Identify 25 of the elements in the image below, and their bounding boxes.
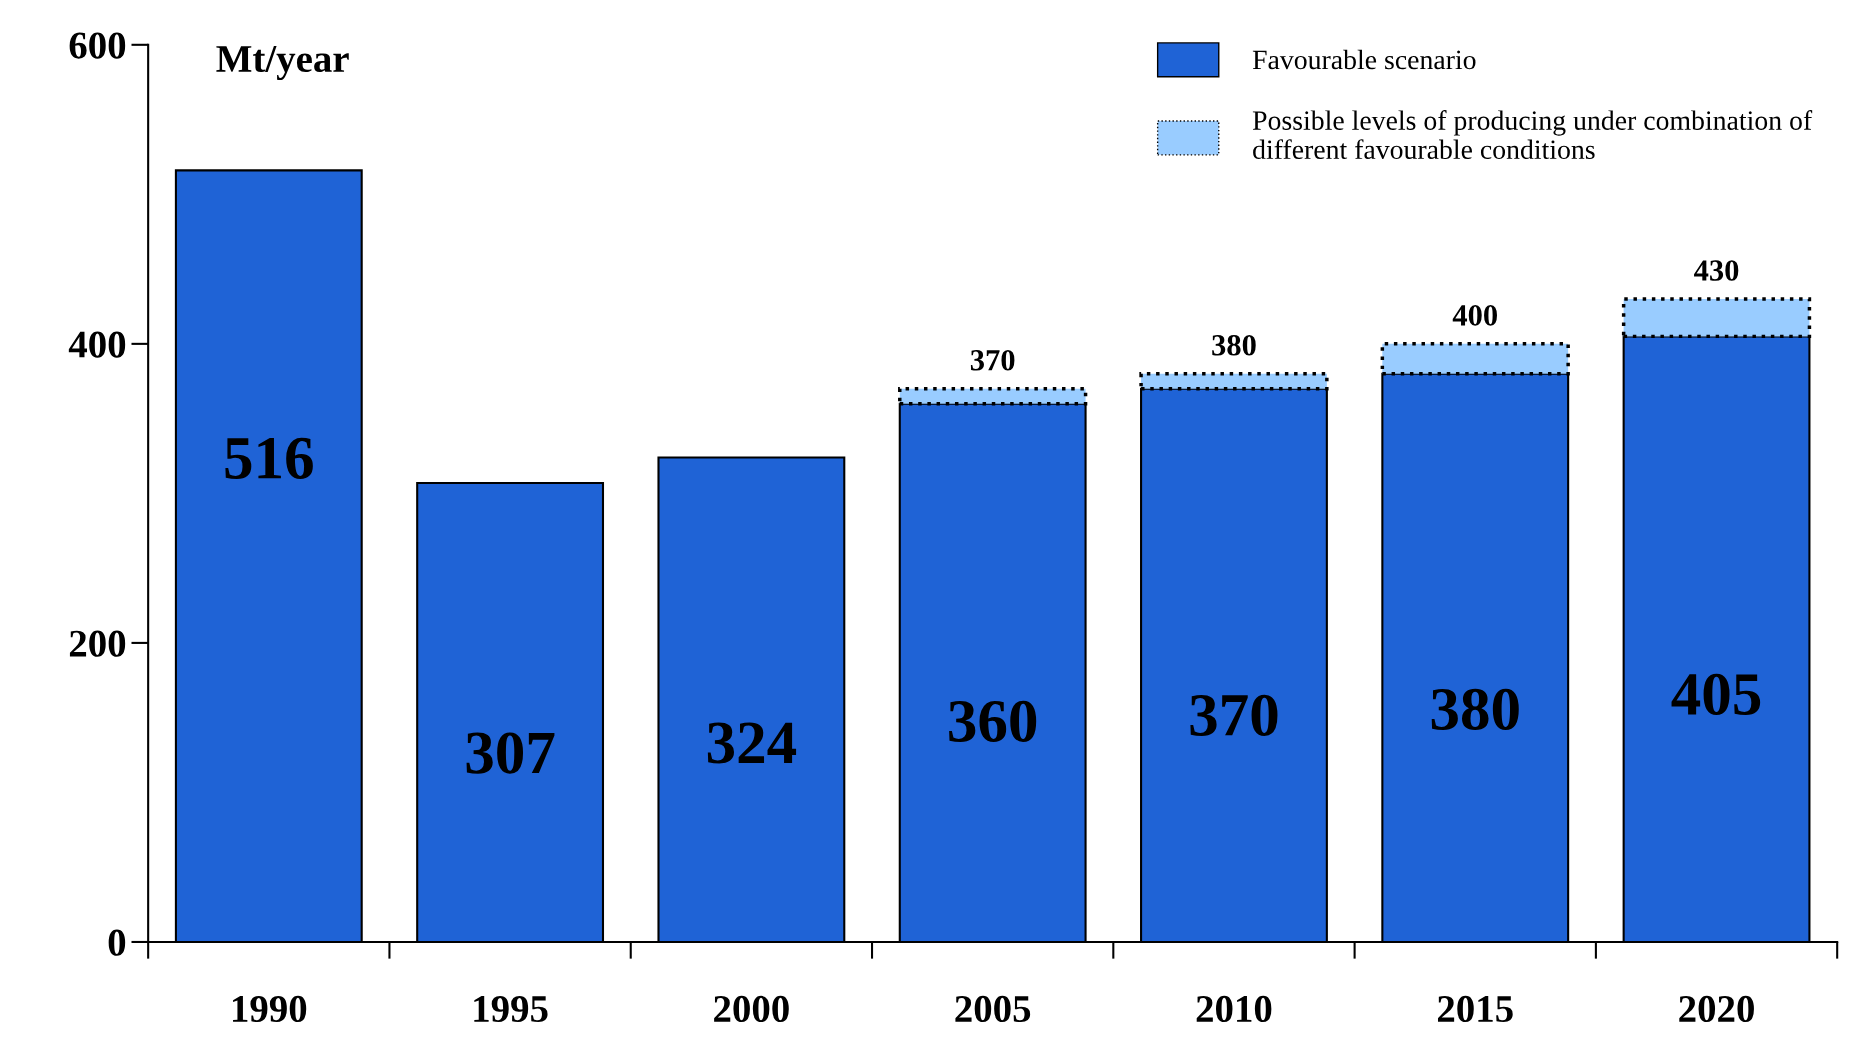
y-tick-label: 0 bbox=[108, 929, 126, 956]
data-label: 307 bbox=[466, 732, 555, 774]
data-label: 324 bbox=[707, 722, 797, 764]
y-axis-title: Mt/year bbox=[216, 46, 349, 81]
y-tick-label: 400 bbox=[68, 331, 126, 358]
data-label: 370 bbox=[1190, 694, 1278, 736]
x-tick-label: 2010 bbox=[1196, 995, 1272, 1023]
x-tick-label: 1990 bbox=[233, 995, 307, 1023]
x-tick-label: 2015 bbox=[1438, 995, 1513, 1023]
data-label: 380 bbox=[1431, 688, 1519, 730]
total-label: 430 bbox=[1694, 260, 1739, 281]
y-tick-label: 600 bbox=[69, 32, 126, 59]
total-label: 370 bbox=[970, 349, 1015, 371]
x-tick-label: 2005 bbox=[955, 995, 1031, 1023]
total-label: 400 bbox=[1452, 305, 1497, 326]
x-tick-label: 1995 bbox=[474, 995, 548, 1023]
legend-label: Favourable scenario bbox=[1252, 49, 1476, 70]
total-label: 380 bbox=[1212, 334, 1256, 356]
data-label: 516 bbox=[225, 437, 313, 479]
y-tick-label: 200 bbox=[69, 630, 126, 657]
x-tick-label: 2000 bbox=[714, 995, 789, 1023]
data-label: 360 bbox=[949, 700, 1037, 742]
x-tick-label: 2020 bbox=[1679, 995, 1754, 1023]
legend-label: Possible levels of producing under combination of different favourable conditions bbox=[1252, 110, 1813, 160]
data-label: 405 bbox=[1671, 673, 1761, 716]
